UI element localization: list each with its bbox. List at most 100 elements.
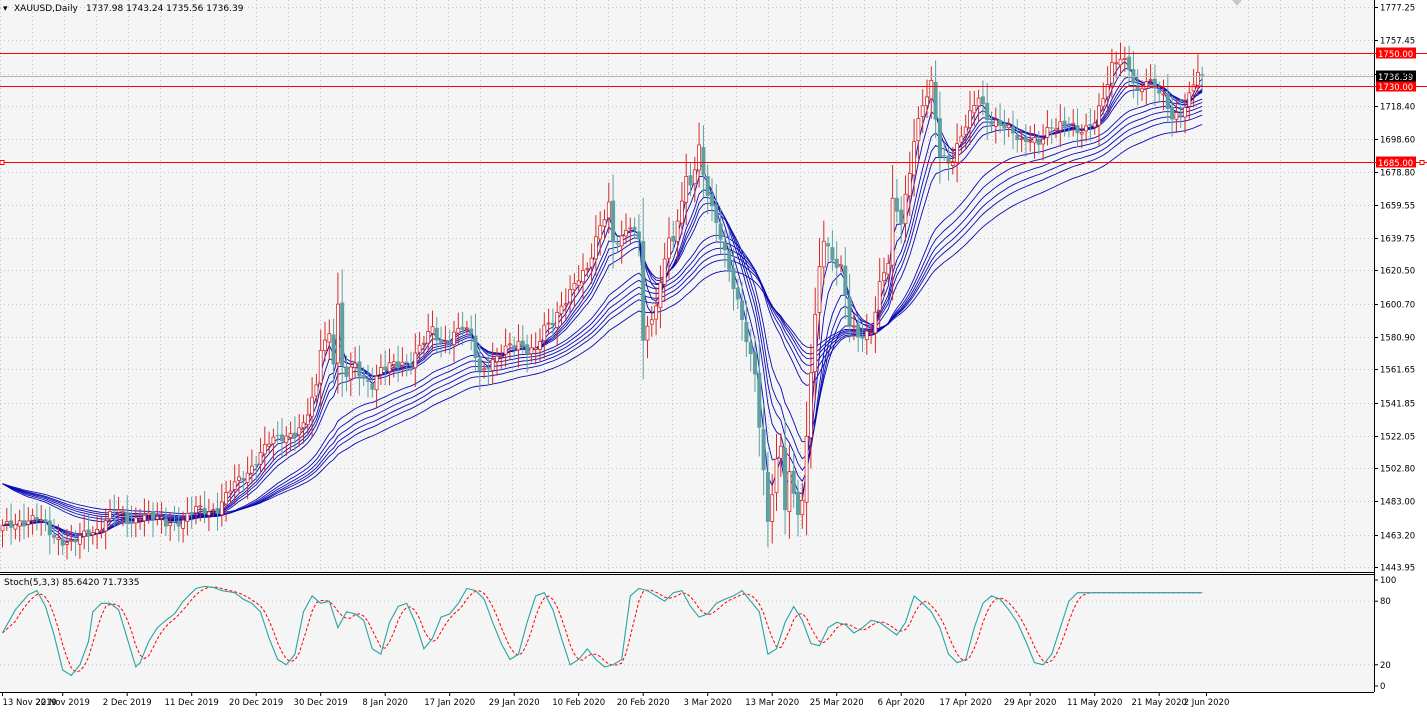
price-tick-label: 1698.60: [1380, 136, 1415, 146]
candle-body-bull: [1140, 88, 1144, 93]
candle: [413, 333, 418, 388]
candle: [47, 506, 52, 555]
candle-body-bear: [383, 366, 388, 371]
candle-body-bull: [116, 509, 121, 513]
candle: [1140, 80, 1144, 101]
candle: [877, 258, 882, 328]
candle-body-bull: [262, 444, 267, 455]
candle-body-bear: [172, 521, 177, 523]
candle-body-bear: [340, 302, 345, 366]
candle: [151, 502, 155, 538]
candle-body-bull: [839, 264, 843, 267]
candle-body-bull: [662, 258, 667, 285]
collapse-arrow[interactable]: ▾: [3, 4, 8, 14]
candle: [443, 325, 448, 354]
candle: [90, 526, 95, 545]
candle: [937, 91, 942, 184]
candle: [348, 352, 353, 397]
horizontal-lines[interactable]: 1750.00 1730.00 1685.00 1736.39: [0, 47, 1427, 170]
candle: [787, 444, 792, 539]
candle: [946, 147, 951, 181]
candle-body-bear: [241, 478, 246, 481]
candle-body-bear: [899, 209, 904, 225]
candle: [228, 480, 233, 505]
candle-body-bear: [714, 204, 719, 223]
candle: [0, 519, 5, 548]
candle-body-bull: [1148, 79, 1153, 81]
candle-body-bull: [443, 340, 448, 343]
candle: [1028, 125, 1033, 152]
candle-body-bull: [17, 520, 22, 527]
candle: [821, 220, 826, 285]
candle: [1200, 66, 1205, 92]
candle-body-bull: [224, 492, 229, 505]
candle: [581, 253, 585, 301]
candle-body-bear: [611, 200, 616, 243]
candle: [671, 220, 676, 252]
candle: [778, 433, 783, 477]
candle: [804, 401, 809, 536]
ma-line-35: [2, 102, 1203, 520]
candle: [1006, 118, 1011, 138]
candle: [1152, 64, 1157, 107]
candle: [374, 364, 379, 409]
candle-body-bear: [344, 366, 349, 377]
candle-body-bull: [963, 126, 968, 135]
candle: [112, 494, 117, 527]
candle: [434, 317, 439, 354]
candle: [873, 296, 878, 354]
current-price-tag: [1376, 70, 1416, 82]
candle: [688, 162, 693, 197]
candle: [245, 456, 250, 500]
candle-body-bull: [452, 331, 456, 345]
candle: [211, 503, 216, 517]
candle-body-bull: [267, 443, 272, 447]
candle-body-bull: [400, 361, 405, 366]
candle: [525, 334, 530, 373]
candle: [176, 507, 181, 542]
candle: [258, 438, 263, 474]
candle: [323, 321, 327, 362]
chart-shift-marker-icon[interactable]: [1232, 0, 1242, 6]
candle: [86, 514, 91, 553]
candle-body-bear: [1002, 123, 1007, 129]
date-tick-label: 21 May 2020: [1131, 698, 1186, 708]
date-tick-label: 11 Dec 2019: [165, 698, 219, 708]
stoch-tick-label: 80: [1380, 597, 1391, 607]
candle: [791, 450, 796, 508]
hline-anchor-left[interactable]: [0, 160, 5, 165]
candle-body-bull: [1196, 71, 1200, 86]
candle-body-bull: [503, 345, 508, 355]
candle: [13, 513, 18, 540]
candle-body-bear: [641, 241, 646, 341]
candle-body-bear: [550, 322, 555, 326]
candle-body-bull: [890, 197, 895, 266]
candle: [417, 331, 422, 360]
candle: [826, 237, 831, 262]
hline-anchor-right[interactable]: [1419, 160, 1425, 165]
candle-body-bear: [761, 429, 766, 471]
current-price-label: 1736.39: [1378, 73, 1413, 83]
candle-body-bear: [791, 470, 796, 494]
date-tick-label: 20 Feb 2020: [617, 698, 670, 708]
candle: [331, 318, 336, 384]
candle-body-bull: [529, 347, 534, 355]
candle-body-bear: [447, 341, 452, 343]
candle-body-bull: [378, 367, 383, 375]
candle-body-bull: [271, 436, 276, 445]
candle: [314, 373, 319, 405]
candle: [404, 354, 409, 377]
candle-body-bull: [1097, 105, 1101, 126]
price-tick-label: 1463.20: [1380, 532, 1415, 542]
candle-body-bear: [783, 447, 788, 511]
candle-body-bull: [972, 105, 977, 114]
candle-body-bear: [985, 102, 990, 121]
candle-body-bull: [1105, 84, 1110, 98]
stoch-pane: [0, 574, 1374, 692]
candle: [370, 367, 375, 398]
candle: [181, 511, 186, 543]
candle-body-bull: [1122, 58, 1127, 61]
candle: [400, 347, 405, 377]
candle-body-bull: [1161, 93, 1166, 96]
